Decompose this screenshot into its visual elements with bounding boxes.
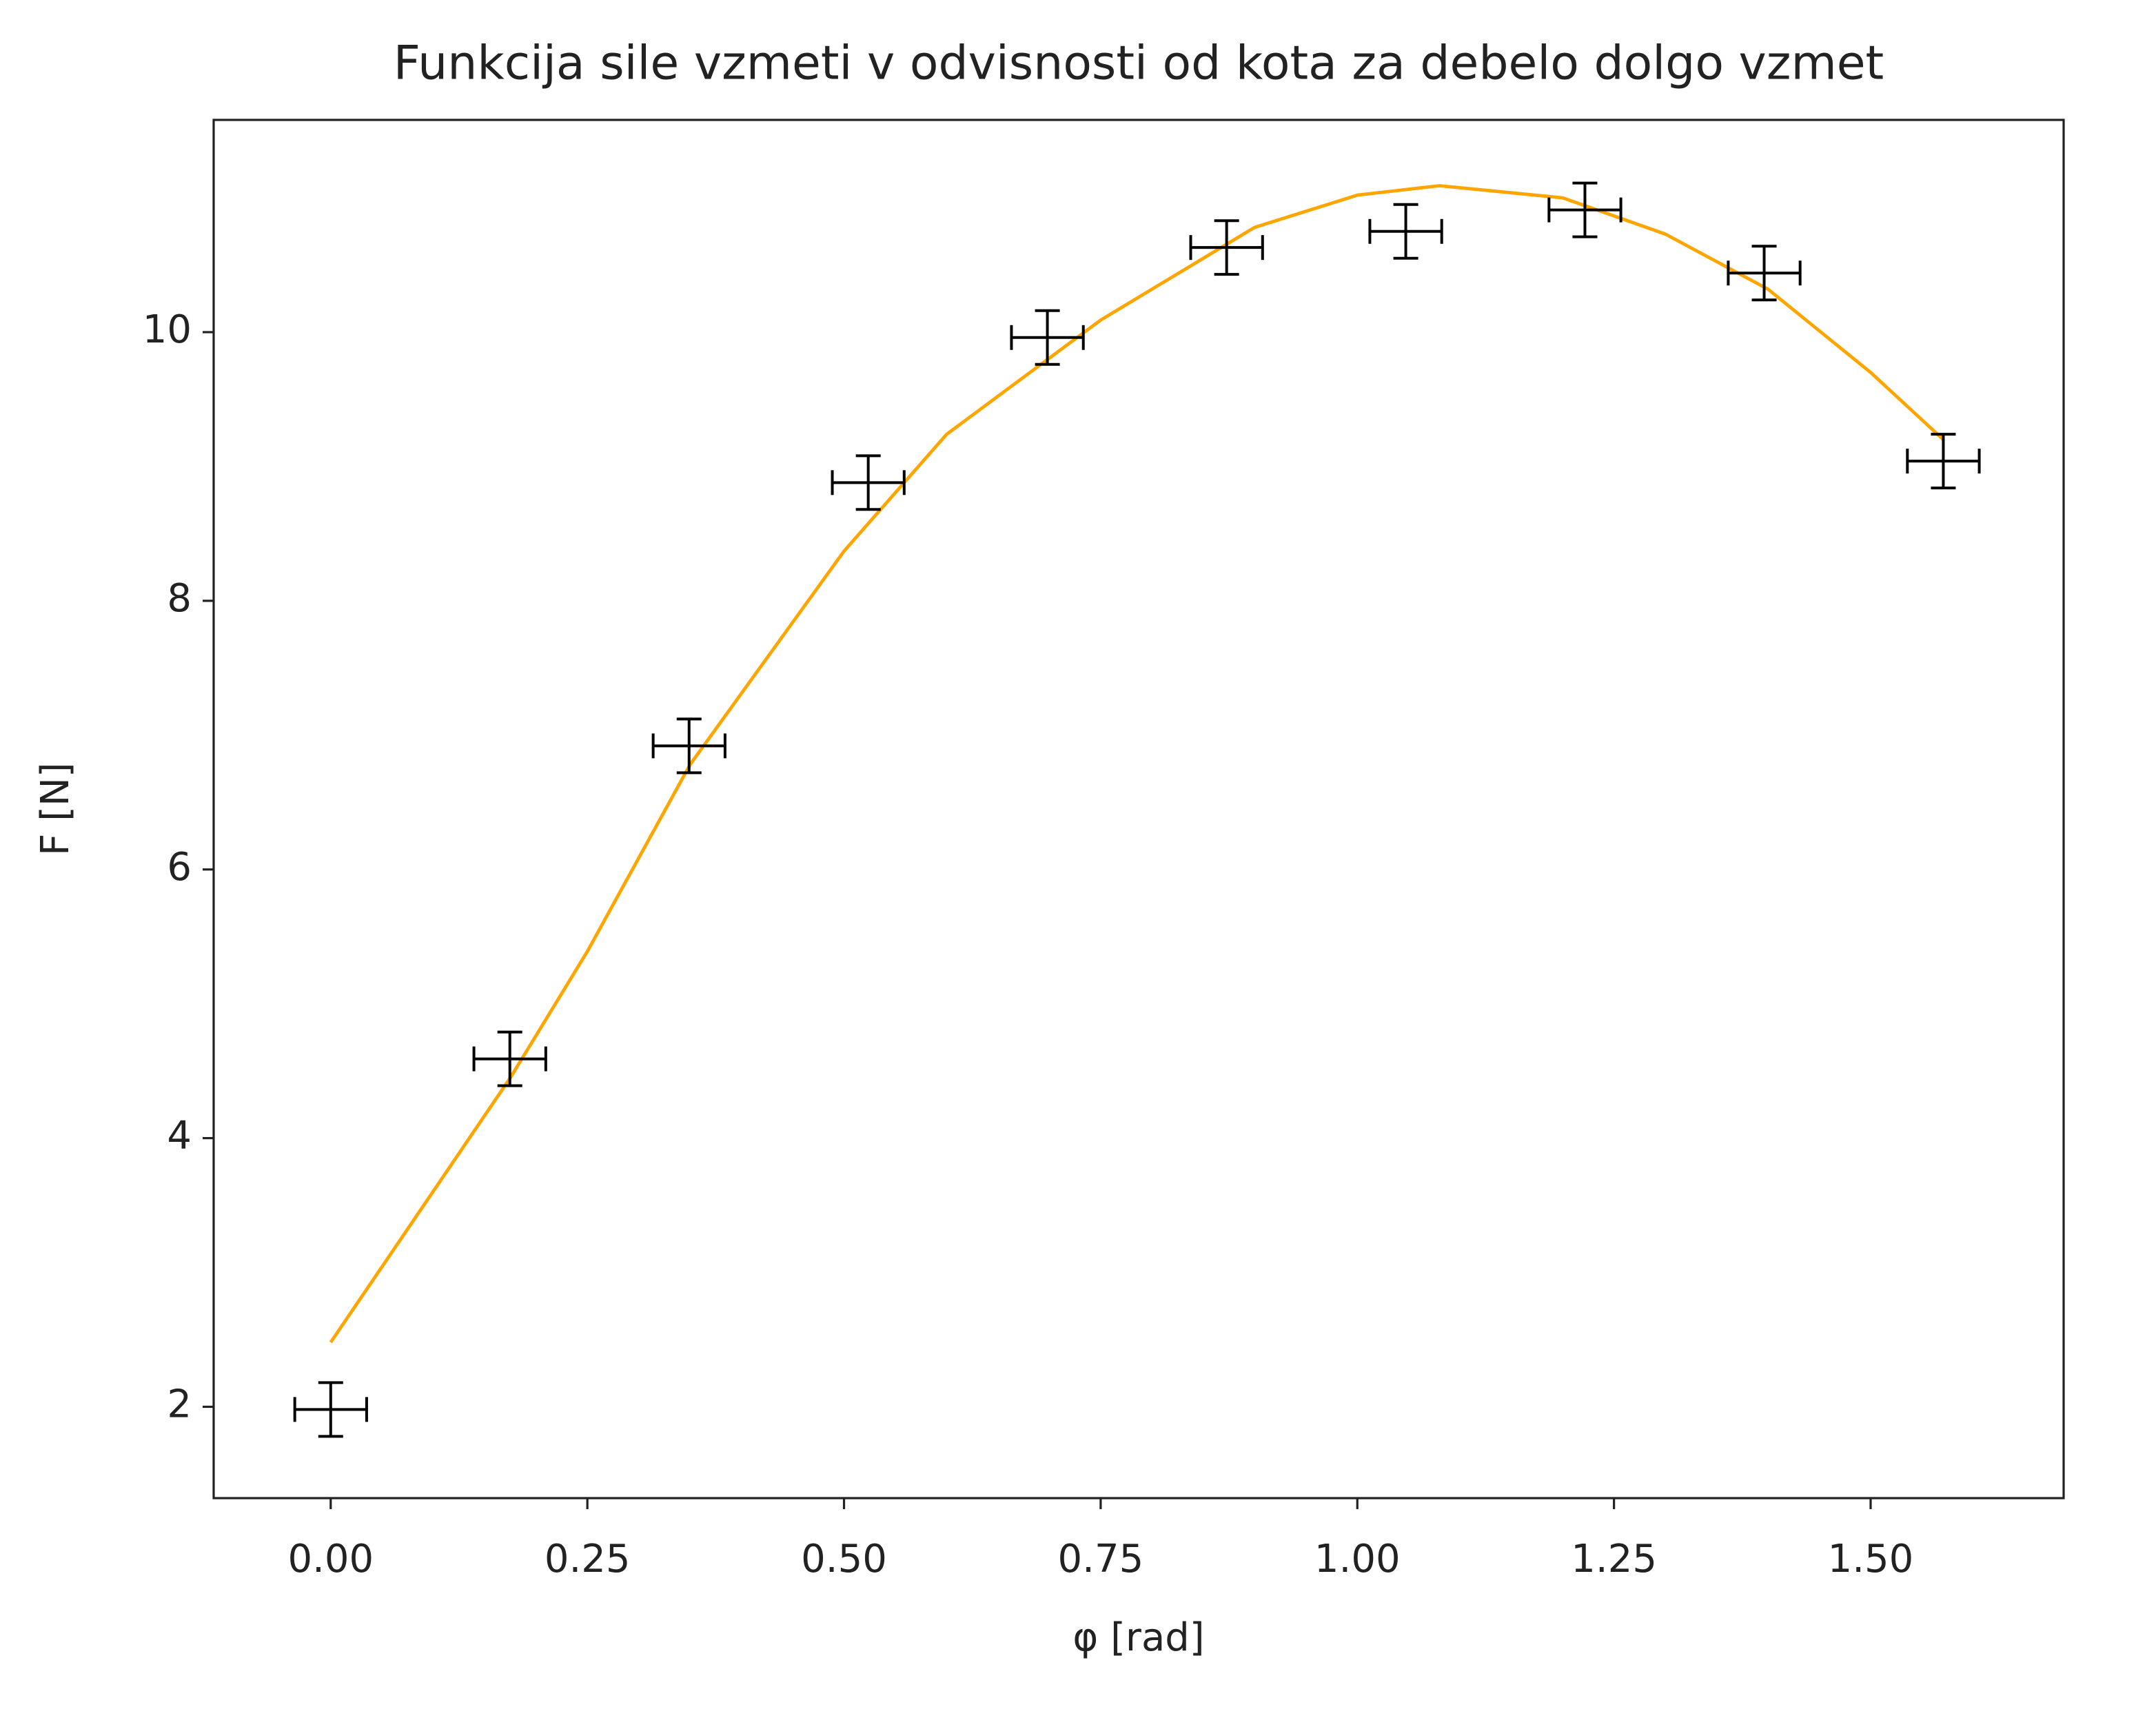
plot-frame (212, 119, 2065, 1500)
y-tick-label: 2 (167, 1382, 192, 1427)
x-tick-label: 0.00 (287, 1537, 374, 1582)
fit-line (329, 184, 1945, 1344)
y-tick-label: 8 (167, 576, 192, 621)
x-axis-label: φ [rad] (1072, 1615, 1204, 1660)
x-tick-label: 0.25 (545, 1537, 631, 1582)
x-tick-label: 1.50 (1828, 1537, 1914, 1582)
chart-title: Funkcija sile vzmeti v odvisnosti od kot… (394, 37, 1884, 91)
y-tick-label: 10 (143, 307, 192, 352)
x-tick-label: 1.00 (1314, 1537, 1401, 1582)
x-tick-label: 1.25 (1571, 1537, 1657, 1582)
y-tick-label: 6 (167, 845, 192, 890)
x-tick-label: 0.75 (1058, 1537, 1144, 1582)
y-axis-label: F [N] (33, 762, 78, 856)
x-tick-label: 0.50 (801, 1537, 887, 1582)
y-tick-label: 4 (167, 1114, 192, 1158)
